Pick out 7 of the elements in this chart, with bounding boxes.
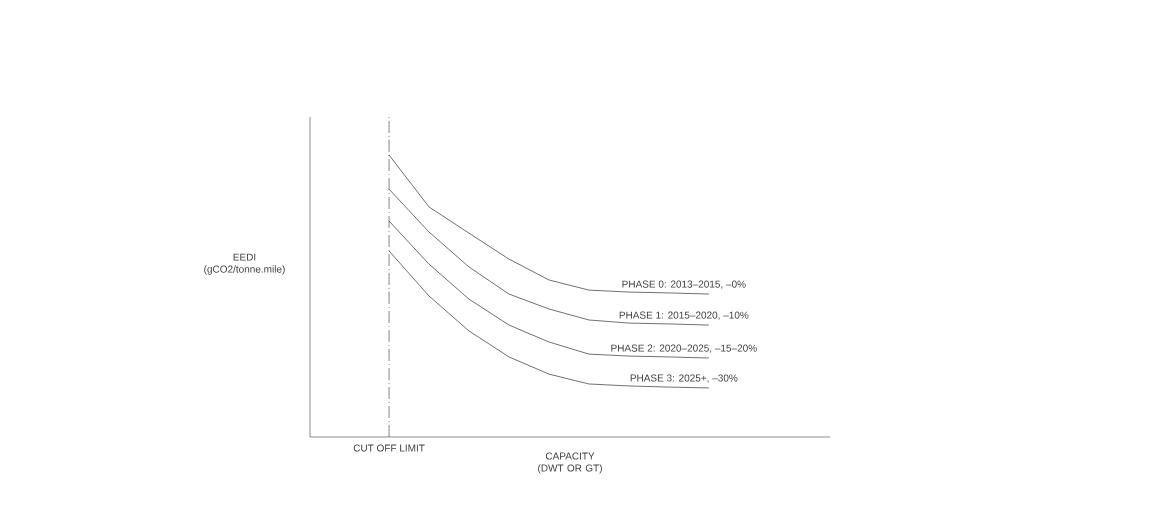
series-label: PHASE 2: 2020–2025, –15–20% — [611, 344, 757, 353]
series-label: PHASE 0: 2013–2015, –0% — [622, 280, 746, 289]
x-axis-title: CAPACITY (DWT OR GT) — [538, 452, 602, 474]
text: EEDI (gCO2/tonne.mile) — [204, 253, 285, 275]
series-label: PHASE 1: 2015–2020, –10% — [619, 311, 749, 320]
series-label: PHASE 3: 2025+, –30% — [630, 374, 738, 383]
text: CUT OFF LIMIT — [353, 444, 425, 452]
